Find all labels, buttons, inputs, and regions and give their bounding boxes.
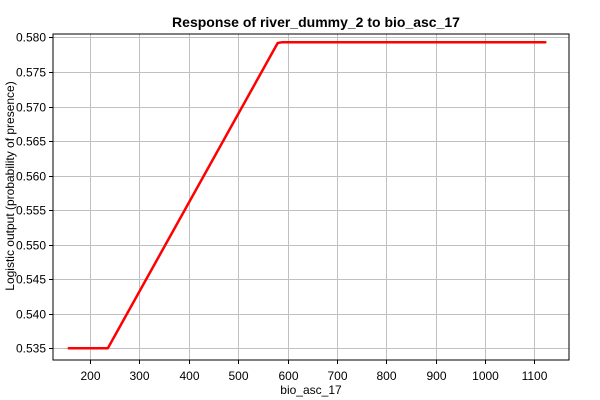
y-axis-ticks: 0.535 0.540 0.545 0.550 0.555 0.560 0.565 0.570… [16,31,53,356]
chart-title: Response of river_dummy_2 to bio_asc_17 [172,14,460,30]
x-tick-label: 700 [327,369,347,383]
x-tick-label: 600 [278,369,298,383]
plot-frame [52,33,570,361]
y-tick-label: 0.580 [16,31,46,45]
y-tick-label: 0.540 [16,308,46,322]
x-tick-label: 900 [426,369,446,383]
x-axis-label: bio_asc_17 [280,383,342,397]
y-axis-label: Logistic output (probability of presence… [3,81,17,290]
y-tick-label: 0.545 [16,273,46,287]
series-layer [67,41,547,350]
x-tick-label: 800 [376,369,396,383]
y-tick-label: 0.555 [16,204,46,218]
x-axis-ticks: 200 300 400 500 600 700 800 900 1000 1100 [80,360,548,383]
x-tick-label: 500 [228,369,248,383]
y-tick-label: 0.575 [16,66,46,80]
x-tick-label: 1100 [522,369,548,383]
response-curve [67,41,547,350]
y-tick-label: 0.570 [16,101,46,115]
x-tick-label: 200 [80,369,100,383]
y-tick-label: 0.565 [16,135,46,149]
x-tick-label: 1000 [472,369,499,383]
x-tick-label: 400 [179,369,199,383]
grid [53,34,569,360]
y-tick-label: 0.550 [16,239,46,253]
y-tick-label: 0.560 [16,170,46,184]
x-tick-label: 300 [129,369,149,383]
y-tick-label: 0.535 [16,342,46,356]
